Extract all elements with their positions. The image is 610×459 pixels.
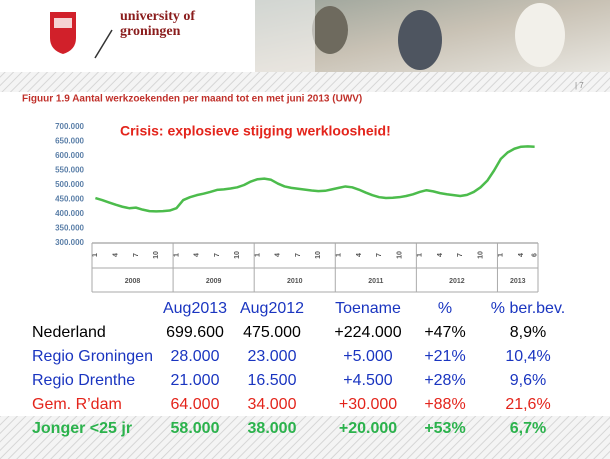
photo-figure [398, 10, 442, 70]
university-name: university of [120, 9, 195, 24]
x-tick-label: 1 [335, 253, 342, 257]
row-label: Nederland [32, 324, 106, 341]
x-tick-label: 1 [498, 253, 505, 257]
table-cell: +4.500 [343, 372, 392, 389]
x-tick-label: 1 [417, 253, 424, 257]
table-cell: 28.000 [171, 348, 220, 365]
table-cell: 699.600 [166, 324, 224, 341]
y-tick-label: 300.000 [55, 238, 84, 247]
logo-detail [54, 18, 72, 28]
hatch-strip [0, 72, 610, 92]
photo-figure [312, 6, 348, 54]
table-cell: 21,6% [505, 396, 550, 413]
x-tick-label: 10 [477, 251, 484, 259]
table-cell: 9,6% [510, 372, 546, 389]
x-tick-label: 10 [396, 251, 403, 259]
table-cell: +21% [424, 348, 465, 365]
y-tick-label: 550.000 [55, 166, 84, 175]
slide: university of groningen | 7 Figuur 1.9 A… [0, 0, 610, 459]
row-label: Gem. R’dam [32, 396, 122, 413]
x-tick-label: 1 [92, 253, 99, 257]
table-header: Toename [335, 300, 401, 317]
y-tick-label: 700.000 [55, 122, 84, 131]
table-header: % ber.bev. [491, 300, 565, 317]
x-tick-label: 4 [275, 253, 282, 257]
table-cell: 34.000 [248, 396, 297, 413]
table-cell: +28% [424, 372, 465, 389]
table-cell: 8,9% [510, 324, 546, 341]
x-tick-label: 7 [214, 253, 221, 257]
x-tick-label: 10 [153, 251, 160, 259]
year-label: 2011 [368, 278, 383, 285]
table-header: Aug2013 [163, 300, 227, 317]
table-header: Aug2012 [240, 300, 304, 317]
year-label: 2010 [287, 278, 303, 285]
y-tick-label: 500.000 [55, 180, 84, 189]
x-tick-label: 7 [295, 253, 302, 257]
figure-title: Figuur 1.9 Aantal werkzoekenden per maan… [22, 94, 362, 105]
table-cell: +224.000 [334, 324, 401, 341]
x-tick-label: 4 [437, 253, 444, 257]
x-tick-label: 7 [376, 253, 383, 257]
y-tick-label: 600.000 [55, 151, 84, 160]
photo-figure [515, 3, 565, 67]
x-tick-label: 1 [173, 253, 180, 257]
table-cell: +5.000 [343, 348, 392, 365]
x-tick-label: 6 [531, 253, 538, 257]
year-label: 2009 [206, 278, 222, 285]
x-tick-label: 10 [234, 251, 241, 259]
table-cell: 6,7% [510, 420, 546, 437]
table-cell: 475.000 [243, 324, 301, 341]
table-cell: 23.000 [248, 348, 297, 365]
page-number: | 7 [575, 81, 584, 90]
table-cell: +53% [424, 420, 465, 437]
x-tick-label: 7 [457, 253, 464, 257]
row-label: Jonger <25 jr [32, 420, 132, 437]
table-cell: 21.000 [171, 372, 220, 389]
table-cell: 58.000 [171, 420, 220, 437]
photo-fade [255, 0, 315, 72]
table-cell: 64.000 [171, 396, 220, 413]
y-tick-label: 450.000 [55, 195, 84, 204]
year-label: 2013 [510, 278, 526, 285]
table-cell: +30.000 [339, 396, 397, 413]
table-cell: 16.500 [248, 372, 297, 389]
x-tick-label: 4 [112, 253, 119, 257]
chart-title: Crisis: explosieve stijging werkloosheid… [120, 123, 391, 139]
y-tick-label: 650.000 [55, 137, 84, 146]
university-name: groningen [120, 24, 181, 39]
x-tick-label: 7 [133, 253, 140, 257]
table-cell: 38.000 [248, 420, 297, 437]
x-tick-label: 10 [315, 251, 322, 259]
table-cell: +88% [424, 396, 465, 413]
table-cell: 10,4% [505, 348, 550, 365]
year-label: 2012 [449, 278, 465, 285]
x-tick-label: 4 [356, 253, 363, 257]
row-label: Regio Groningen [32, 348, 153, 365]
page: university of groningen | 7 Figuur 1.9 A… [0, 0, 610, 459]
table-cell: +20.000 [339, 420, 397, 437]
x-tick-label: 1 [254, 253, 261, 257]
y-tick-label: 400.000 [55, 209, 84, 218]
x-tick-label: 4 [518, 253, 525, 257]
table-header: % [438, 300, 452, 317]
x-tick-label: 4 [194, 253, 201, 257]
y-tick-label: 350.000 [55, 224, 84, 233]
table-cell: +47% [424, 324, 465, 341]
year-label: 2008 [125, 278, 141, 285]
row-label: Regio Drenthe [32, 372, 135, 389]
